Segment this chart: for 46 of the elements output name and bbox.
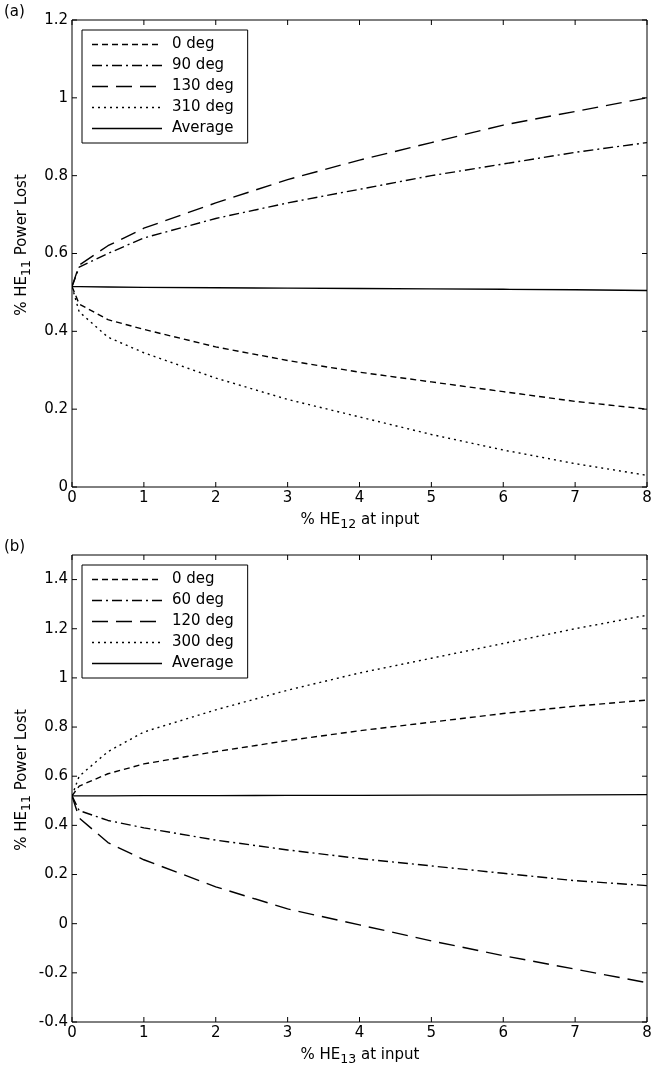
x-tick-label: 3 <box>282 1022 293 1041</box>
legend-label: Average <box>172 118 234 137</box>
x-tick-label: 2 <box>210 487 221 506</box>
y-tick-label: 0.8 <box>44 716 68 735</box>
legend-label: 90 deg <box>172 55 225 74</box>
y-tick-label: 1 <box>58 667 68 686</box>
y-tick-label: 0.8 <box>44 165 68 184</box>
y-tick-label: 0.6 <box>44 243 68 262</box>
y-tick-label: 1.2 <box>44 9 68 28</box>
legend-label: 60 deg <box>172 590 225 609</box>
x-axis-title: % HE$_{12}$ at input <box>299 510 421 531</box>
y-tick-label: 0.2 <box>44 864 68 883</box>
text: (a) <box>4 2 25 20</box>
x-tick-label: 6 <box>498 487 509 506</box>
legend-label: 120 deg <box>172 611 234 630</box>
legend-label: 300 deg <box>172 632 234 651</box>
y-tick-label: 0.6 <box>44 766 68 785</box>
x-tick-label: 5 <box>426 487 437 506</box>
x-tick-label: 1 <box>139 487 149 506</box>
y-tick-label: 0 <box>58 913 68 932</box>
x-tick-label: 7 <box>570 487 580 506</box>
x-axis-title: % HE$_{13}$ at input <box>299 1045 421 1066</box>
text: (b) <box>4 537 26 555</box>
legend-label: Average <box>172 653 234 672</box>
x-tick-label: 4 <box>354 1022 365 1041</box>
x-tick-label: 6 <box>498 1022 509 1041</box>
y-tick-label: -0.2 <box>38 962 68 981</box>
x-tick-label: 1 <box>139 1022 149 1041</box>
legend-label: 0 deg <box>172 34 215 53</box>
y-tick-label: 0.2 <box>44 399 68 418</box>
y-tick-label: 0.4 <box>44 321 68 340</box>
y-tick-label: 1.2 <box>44 618 68 637</box>
legend-label: 130 deg <box>172 76 234 95</box>
x-tick-label: 8 <box>642 1022 652 1041</box>
legend-label: 0 deg <box>172 569 215 588</box>
x-tick-label: 2 <box>210 1022 221 1041</box>
x-tick-label: 5 <box>426 1022 437 1041</box>
x-tick-label: 4 <box>354 487 365 506</box>
x-tick-label: 8 <box>642 487 652 506</box>
y-tick-label: 1 <box>58 87 68 106</box>
x-tick-label: 3 <box>282 487 293 506</box>
y-tick-label: 1.4 <box>44 569 68 588</box>
y-tick-label: 0.4 <box>44 815 68 834</box>
x-tick-label: 7 <box>570 1022 580 1041</box>
y-tick-label: -0.4 <box>38 1011 68 1030</box>
legend-label: 310 deg <box>172 97 234 116</box>
